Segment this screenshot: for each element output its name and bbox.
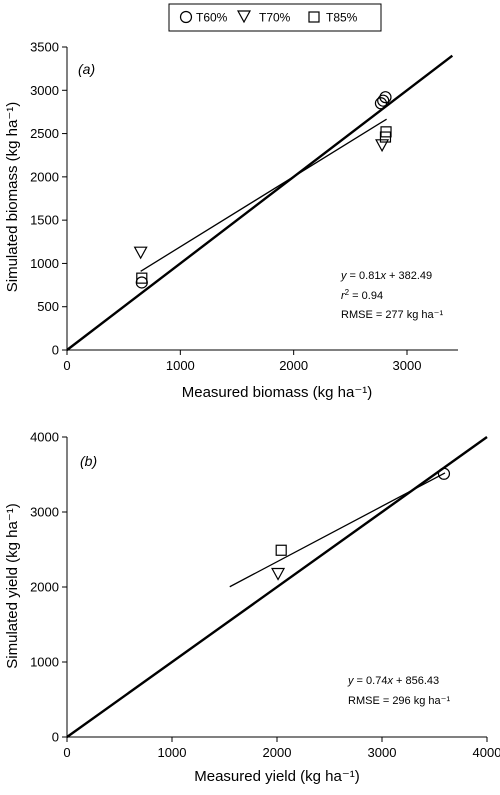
panel-a-y-tick-label: 1000 [30, 256, 59, 271]
panel-a-y-tick-label: 2000 [30, 169, 59, 184]
legend-marker-square [308, 11, 320, 23]
panel-b-point-t60 [437, 467, 451, 480]
panel-a-rmse: RMSE = 277 kg ha⁻¹ [341, 309, 443, 321]
panel-a-point-t85 [136, 272, 148, 284]
panel-b-y-tick-label: 2000 [30, 580, 59, 595]
panel-b-equation: y = 0.74x + 856.43 [347, 675, 439, 687]
legend-label-t70: T70% [259, 11, 291, 25]
panel-b-x-tick-label: 0 [63, 745, 70, 760]
legend: T60% T70% T85% [168, 3, 382, 32]
panel-a-point-t60 [135, 276, 148, 289]
panel-a-equation: y = 0.81x + 382.49 [340, 270, 432, 282]
panel-a-point-t60 [374, 97, 388, 110]
panel-a-y-tick-label: 1500 [30, 213, 59, 228]
panel-a-x-tick-label: 1000 [166, 358, 195, 373]
panel-a-point-t70 [133, 246, 148, 260]
legend-marker-triangle [236, 10, 252, 24]
panel-b-y-tick-label: 0 [52, 730, 59, 745]
panel-b-y-tick-label: 4000 [30, 430, 59, 445]
panel-a-y-tick-label: 2500 [30, 126, 59, 141]
panel-a-y-tick-label: 3500 [30, 40, 59, 55]
panel-a-y-tick-label: 3000 [30, 83, 59, 98]
legend-label-t60: T60% [196, 11, 228, 25]
panel-a-y-tick-label: 500 [37, 299, 59, 314]
legend-box [168, 3, 382, 32]
panel-a-y-tick-label: 0 [52, 343, 59, 358]
panel-b-label: (b) [80, 453, 97, 469]
panel-a-point-t60 [379, 91, 392, 104]
panel-b-ylabel: Simulated yield (kg ha⁻¹) [4, 503, 21, 668]
panel-a-x-tick-label: 0 [63, 358, 70, 373]
panel-b-regression-line [229, 472, 446, 588]
legend-label-t85: T85% [326, 11, 358, 25]
panel-b-x-tick-label: 4000 [473, 745, 500, 760]
panel-a-r2: r2 = 0.94 [341, 288, 383, 302]
panel-b-rmse: RMSE = 296 kg ha⁻¹ [348, 695, 450, 707]
panel-a: (a) Measured biomass (kg ha⁻¹) Simulated… [4, 40, 458, 401]
panel-a-xlabel: Measured biomass (kg ha⁻¹) [182, 384, 373, 401]
panel-b-xlabel: Measured yield (kg ha⁻¹) [194, 768, 359, 785]
panel-b-point-t85 [275, 544, 287, 556]
panel-b-y-tick-label: 3000 [30, 505, 59, 520]
panel-a-point-t85 [380, 126, 392, 138]
panel-b-point-t70 [271, 567, 286, 581]
panel-a-regression-line [140, 118, 387, 272]
panel-a-x-tick-label: 3000 [393, 358, 422, 373]
panel-b-one-to-one-line [66, 436, 488, 738]
panel-a-point-t70 [375, 139, 390, 153]
panel-a-label: (a) [78, 61, 95, 77]
panel-b: (b) Measured yield (kg ha⁻¹) Simulated y… [4, 430, 500, 786]
panel-a-point-t60 [377, 94, 390, 107]
panel-b-x-tick-label: 2000 [263, 745, 292, 760]
legend-marker-circle [179, 10, 193, 24]
panel-a-annotation: y = 0.81x + 382.49 r2 = 0.94 RMSE = 277 … [340, 270, 443, 321]
panel-a-x-tick-label: 2000 [279, 358, 308, 373]
panel-a-ylabel: Simulated biomass (kg ha⁻¹) [4, 102, 21, 293]
panel-b-annotation: y = 0.74x + 856.43 RMSE = 296 kg ha⁻¹ [347, 675, 450, 707]
panel-b-x-tick-label: 3000 [368, 745, 397, 760]
panel-b-y-tick-label: 1000 [30, 655, 59, 670]
panel-a-one-to-one-line [66, 54, 454, 351]
panel-b-x-tick-label: 1000 [158, 745, 187, 760]
